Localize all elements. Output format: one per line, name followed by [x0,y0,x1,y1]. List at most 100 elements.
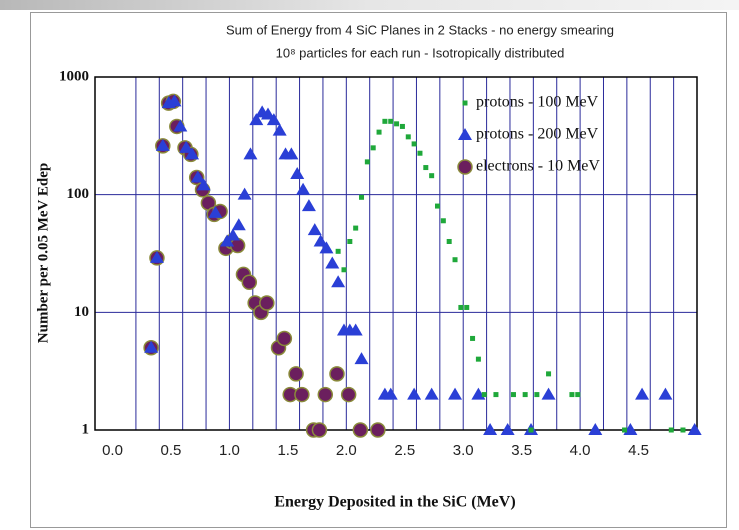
point [167,94,182,107]
point [359,194,365,200]
x-axis-label: Energy Deposited in the SiC (MeV) [274,494,515,511]
point [190,170,205,183]
point [510,392,516,398]
point [448,387,463,400]
point [144,340,159,353]
point [266,113,281,126]
point [329,366,345,382]
point [272,123,287,136]
point [353,225,359,231]
point [313,234,328,247]
point [658,387,673,400]
point [220,234,235,247]
point [399,123,405,129]
x-tick-label: 0.5 [161,442,182,459]
point [149,250,164,263]
legend-marker [458,128,472,140]
point [569,392,575,398]
point [423,165,429,171]
point [241,274,258,291]
point [382,118,388,124]
point [225,228,240,241]
point [370,422,386,438]
point [405,134,411,140]
point [541,387,556,400]
y-axis-label: Number per 0.05 MeV Edep [35,163,51,343]
point [237,187,252,200]
point [500,423,515,435]
plot-border [94,76,698,431]
x-tick-label: 0.0 [102,442,123,459]
point [522,392,528,398]
point [546,371,552,377]
point [394,121,400,127]
point [376,129,382,135]
point [196,178,211,191]
point [319,241,334,254]
point [440,218,446,224]
point [446,238,452,244]
legend-marker [462,100,468,106]
point [179,140,194,153]
point [434,203,440,209]
legend-label: protons - 200 MeV [476,126,599,143]
point [483,423,498,435]
top-strip [0,0,739,10]
point [249,113,264,126]
point [383,387,398,400]
x-tick-label: 4.5 [628,442,649,459]
y-tick-label: 10 [74,304,89,320]
point [481,392,487,398]
point [429,173,435,179]
point [528,427,534,433]
point [458,304,464,310]
point [622,427,628,433]
point [470,335,476,341]
point [588,423,603,435]
point [534,392,540,398]
point [325,256,340,269]
point [284,147,299,160]
point [294,386,310,403]
point [347,238,353,244]
x-tick-label: 2.0 [336,442,357,459]
chart-subtitle: 10⁸ particles for each run - Isotropical… [276,45,565,60]
y-tick-label: 1000 [59,68,89,84]
point [464,304,470,310]
point [370,145,376,151]
point [261,107,276,120]
point [352,422,369,438]
y-tick-label: 1 [82,421,90,437]
point [680,427,686,433]
point [231,218,246,231]
y-tick-label: 100 [67,186,90,202]
point [575,392,581,398]
x-tick-label: 2.5 [394,442,415,459]
point [635,387,650,400]
point [317,386,334,403]
x-tick-label: 3.0 [453,442,474,459]
point [301,199,316,212]
point [411,141,417,147]
x-tick-label: 4.0 [570,442,591,459]
point [311,422,328,438]
point [173,119,188,132]
legend-marker [457,159,473,175]
x-tick-label: 1.5 [277,442,298,459]
point [340,386,357,403]
point [155,138,170,151]
point [290,166,305,179]
point [354,352,369,365]
x-tick-label: 3.5 [511,442,532,459]
point [668,427,674,433]
point [259,295,275,311]
point [417,150,423,156]
point [452,257,458,263]
point [276,330,293,347]
chart-title: Sum of Energy from 4 SiC Planes in 2 Sta… [226,22,614,37]
point [335,248,341,254]
point [307,223,322,236]
point [185,147,200,160]
point [208,205,223,218]
